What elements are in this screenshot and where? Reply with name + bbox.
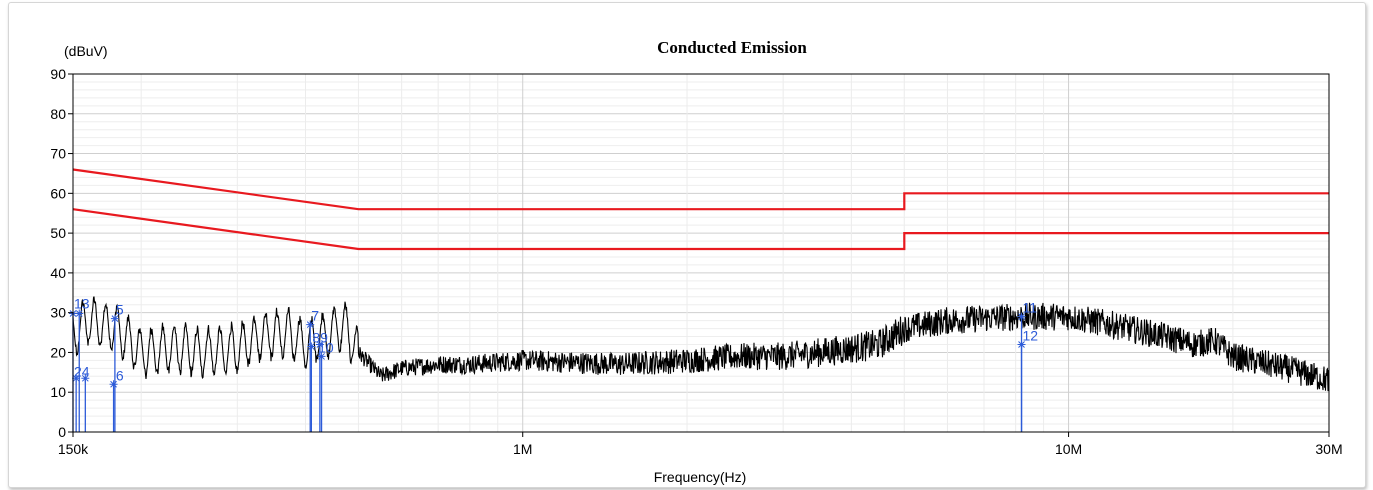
- x-tick-label: 1M: [513, 441, 532, 457]
- marker-9-star: [315, 340, 324, 349]
- spectrum-trace: [72, 296, 1330, 392]
- y-tick-label: 40: [50, 265, 66, 281]
- marker-label: 13: [74, 296, 90, 312]
- marker-label: 5: [116, 302, 124, 318]
- marker-label: 6: [116, 367, 124, 383]
- y-tick-label: 90: [50, 66, 66, 82]
- chart-title: Conducted Emission: [657, 38, 807, 57]
- axes: 0 10 20 30 40 50 60 70 80 90 150k 1M 10M 30M: [50, 66, 1342, 457]
- marker-label: 24: [74, 363, 90, 379]
- spectrum-line: [72, 296, 1330, 392]
- marker-7-star: [306, 320, 315, 329]
- y-axis-label: (dBuV): [64, 43, 108, 59]
- marker-12-star: [1017, 340, 1026, 349]
- x-tick-label: 30M: [1315, 441, 1342, 457]
- marker-label: 10: [318, 339, 334, 355]
- marker-8-star: [307, 342, 316, 351]
- marker-4-star: [81, 374, 90, 383]
- y-tick-label: 10: [50, 384, 66, 400]
- y-tick-label: 20: [50, 344, 66, 360]
- y-tick-label: 50: [50, 225, 66, 241]
- marker-label: 12: [1023, 327, 1039, 343]
- x-tick-label: 150k: [58, 441, 89, 457]
- limit-line-1: [72, 168, 1329, 211]
- marker-5-star: [110, 314, 119, 323]
- marker-2-star: [72, 374, 81, 383]
- marker-label: 7: [311, 308, 319, 324]
- marker-label: 11: [1023, 300, 1038, 316]
- y-tick-label: 70: [50, 146, 66, 162]
- limit-line-2: [72, 208, 1329, 251]
- grid: [73, 73, 1329, 433]
- marker-10-star: [317, 352, 326, 361]
- plot-border: [72, 73, 1330, 433]
- marker-6-star: [109, 380, 118, 389]
- marker-3-star: [75, 309, 84, 318]
- x-tick-label: 10M: [1055, 441, 1082, 457]
- marker-label: 89: [312, 329, 328, 345]
- x-axis-label: Frequency(Hz): [654, 469, 747, 485]
- y-tick-label: 80: [50, 106, 66, 122]
- y-tick-label: 60: [50, 185, 66, 201]
- y-tick-label: 0: [58, 424, 66, 440]
- y-tick-label: 30: [50, 305, 66, 321]
- marker-11-star: [1017, 312, 1026, 321]
- limit-lines: [72, 168, 1329, 251]
